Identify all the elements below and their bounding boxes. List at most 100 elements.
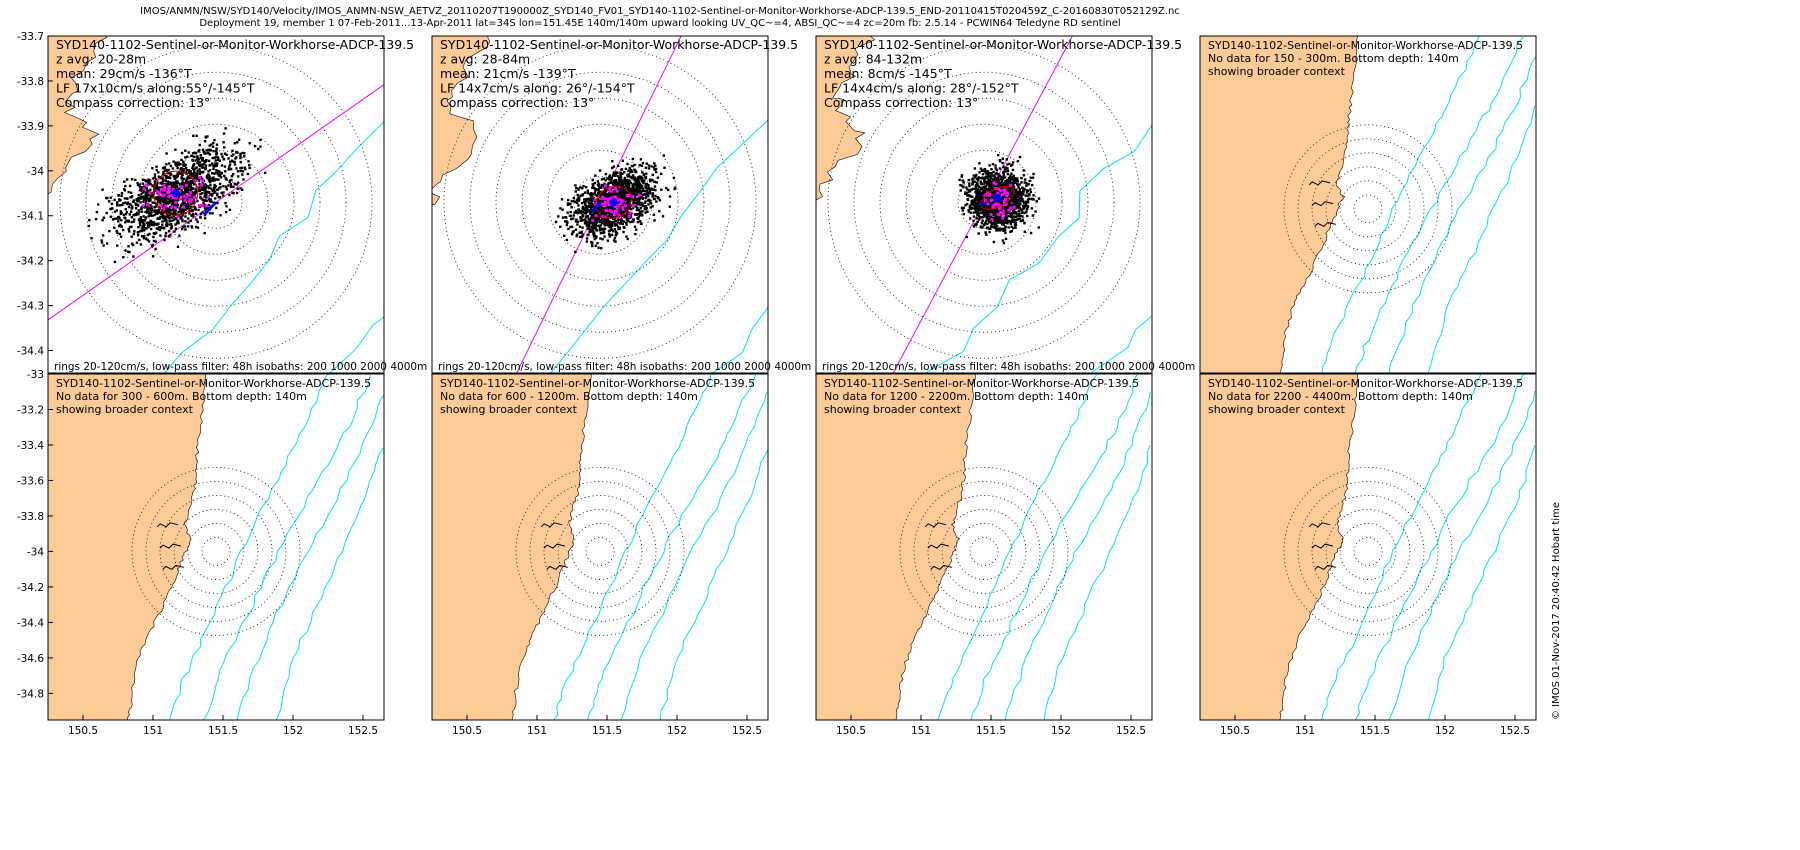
scatter-point: [181, 179, 184, 182]
scatter-point: [145, 195, 148, 198]
scatter-point: [126, 197, 129, 200]
variance-ellipse: [980, 185, 1015, 210]
scatter-point: [608, 213, 612, 216]
daily-mean-point: [606, 201, 610, 205]
scatter-point: [223, 165, 227, 168]
scatter-point: [978, 162, 981, 165]
scatter-point: [186, 225, 190, 228]
scatter-point: [202, 150, 205, 154]
scatter-point: [195, 218, 198, 221]
scatter-point: [596, 193, 599, 197]
scatter-point: [165, 189, 168, 192]
scatter-point: [660, 172, 663, 176]
scatter-point: [608, 233, 611, 236]
daily-mean-point: [178, 190, 181, 194]
scatter-point: [217, 178, 220, 181]
harbour-inlet: [1314, 221, 1336, 227]
scatter-point: [175, 203, 179, 206]
scatter-point: [130, 220, 133, 224]
scatter-point: [593, 187, 596, 190]
scatter-point: [88, 218, 91, 222]
scatter-point: [672, 176, 676, 180]
scatter-point: [182, 160, 185, 163]
scatter-point: [599, 229, 602, 232]
scatter-point: [161, 209, 164, 212]
scatter-point: [656, 196, 659, 199]
scatter-point: [984, 221, 987, 225]
scatter-point: [168, 199, 172, 202]
scatter-point: [1006, 167, 1009, 170]
scatter-point: [633, 168, 636, 171]
scatter-point: [974, 191, 978, 194]
scatter-point: [576, 220, 579, 223]
xtick-label: 151.5: [1360, 725, 1390, 737]
isobath-1: [1354, 36, 1525, 373]
scatter-point: [142, 237, 145, 240]
scatter-point: [990, 209, 994, 212]
scatter-point: [214, 159, 217, 162]
scatter-point: [195, 225, 198, 229]
scatter-point: [215, 149, 218, 153]
range-ring-5: [469, 71, 731, 333]
scatter-point: [976, 203, 979, 206]
scatter-point: [161, 177, 165, 180]
scatter-point: [646, 210, 649, 213]
scatter-point: [988, 230, 991, 234]
scatter-point: [644, 204, 647, 208]
scatter-point: [124, 221, 127, 224]
scatter-point: [208, 200, 211, 203]
panel-frame: [47, 373, 385, 721]
scatter-point: [215, 169, 218, 172]
scatter-point: [146, 224, 150, 227]
scatter-point: [644, 176, 647, 179]
scatter-point: [581, 233, 584, 236]
scatter-point: [585, 207, 588, 210]
scatter-point: [627, 179, 630, 182]
scatter-point: [644, 166, 648, 169]
scatter-point: [599, 237, 602, 240]
scatter-point: [173, 217, 176, 221]
scatter-point: [113, 226, 116, 229]
scatter-point: [610, 233, 614, 237]
scatter-point: [163, 169, 166, 172]
scatter-point: [602, 201, 605, 204]
scatter-point: [125, 211, 129, 214]
scatter-point: [117, 220, 120, 223]
scatter-point: [981, 209, 984, 212]
panel-6: SYD140-1102-Sentinel-or-Monitor-Workhors…: [431, 373, 769, 737]
scatter-point: [599, 224, 602, 227]
scatter-point: [1010, 225, 1013, 228]
scatter-point: [169, 183, 172, 186]
scatter-point: [579, 219, 583, 222]
daily-mean-point: [619, 198, 623, 202]
range-ring-3: [941, 509, 1027, 594]
scatter-point: [151, 255, 155, 258]
scatter-point: [137, 199, 140, 202]
scatter-point: [601, 217, 604, 220]
scatter-point: [134, 202, 137, 205]
scatter-point: [645, 189, 649, 192]
isobath-0: [1321, 36, 1480, 373]
scatter-point: [193, 171, 196, 174]
scatter-point: [640, 164, 643, 167]
scatter-point: [673, 186, 677, 189]
scatter-point: [1009, 164, 1013, 167]
scatter-point: [209, 148, 212, 151]
scatter-point: [196, 161, 199, 165]
scatter-point: [155, 184, 158, 187]
scatter-point: [1025, 184, 1028, 187]
scatter-point: [966, 198, 969, 201]
scatter-point: [97, 203, 100, 206]
scatter-point: [588, 209, 591, 212]
scatter-point: [187, 177, 190, 180]
scatter-point: [968, 182, 971, 185]
scatter-point: [604, 191, 607, 195]
scatter-point: [149, 213, 152, 216]
scatter-point: [183, 182, 186, 185]
scatter-point: [1003, 176, 1007, 179]
scatter-point: [574, 250, 577, 254]
scatter-point: [999, 229, 1002, 232]
scatter-point: [611, 230, 615, 233]
scatter-point: [583, 198, 586, 201]
scatter-point: [1008, 202, 1012, 206]
